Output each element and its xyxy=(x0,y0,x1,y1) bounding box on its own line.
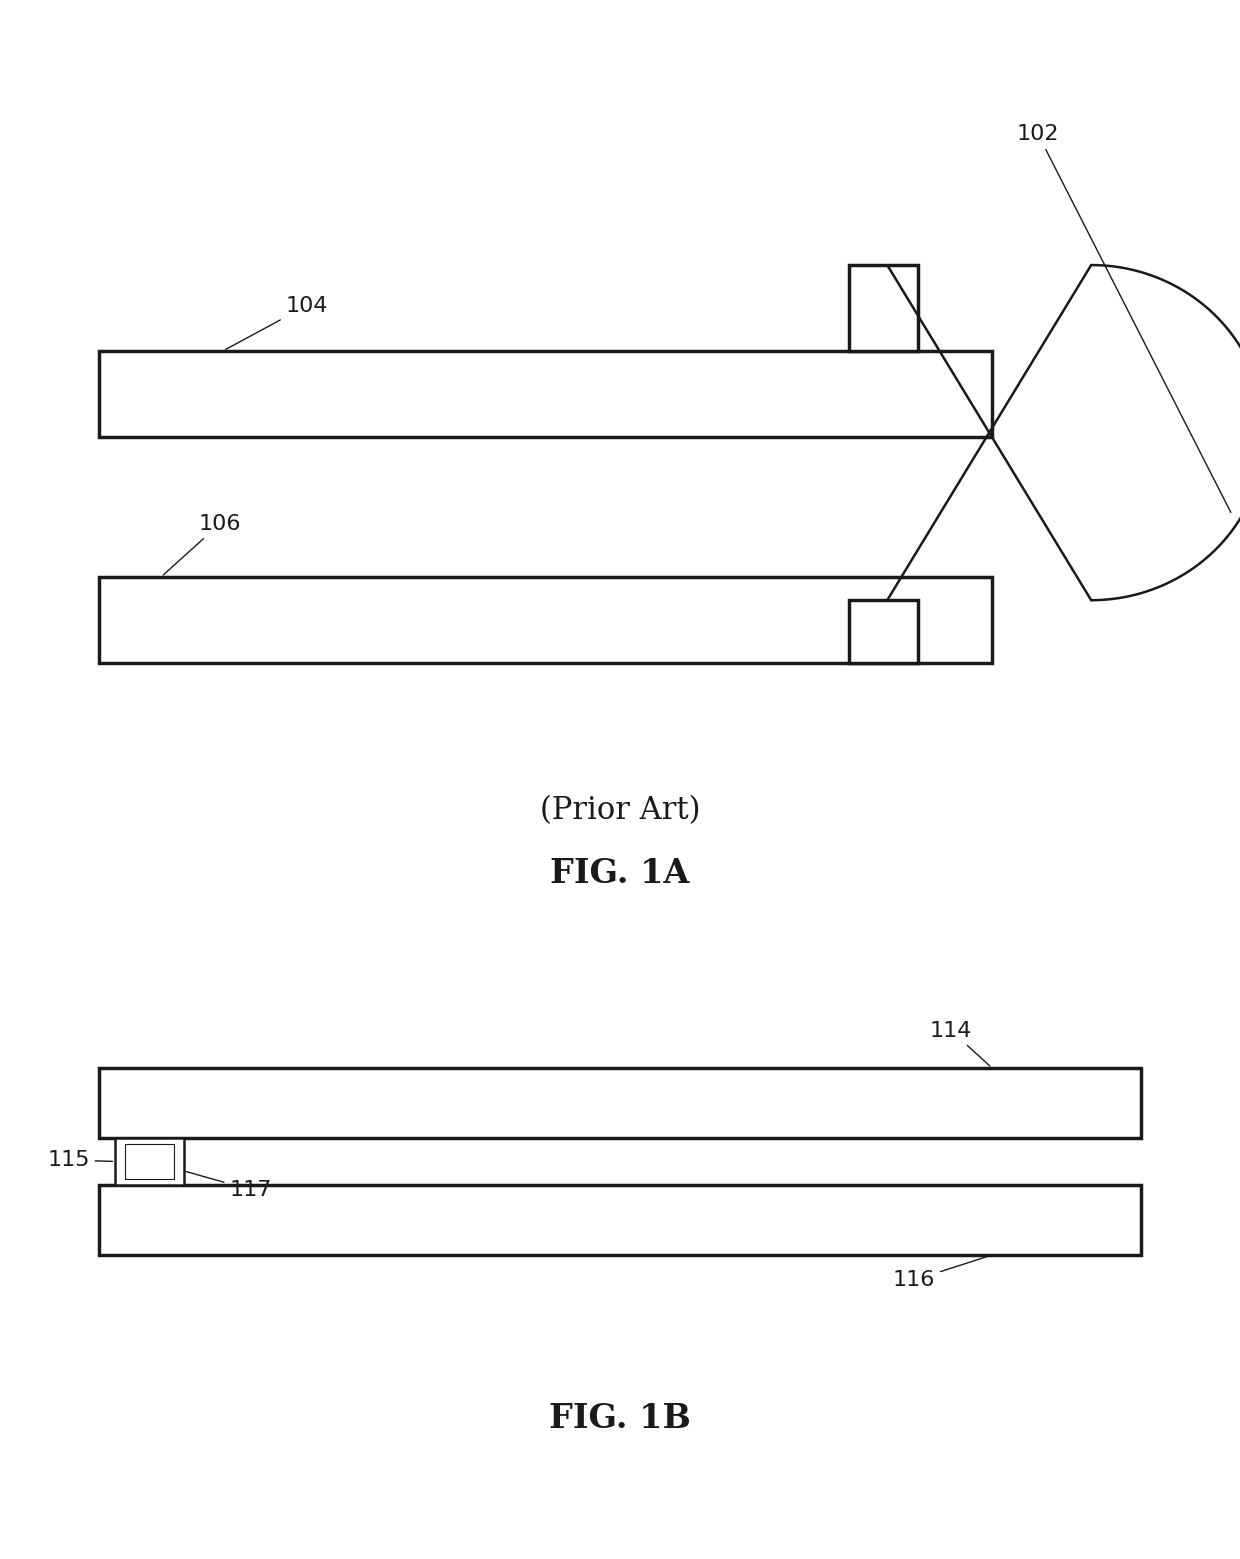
Text: 117: 117 xyxy=(186,1171,272,1200)
FancyBboxPatch shape xyxy=(125,1144,174,1179)
FancyBboxPatch shape xyxy=(99,1185,1141,1255)
FancyBboxPatch shape xyxy=(99,351,992,437)
Text: 106: 106 xyxy=(164,514,241,575)
Text: 104: 104 xyxy=(226,296,327,349)
Text: FIG. 1B: FIG. 1B xyxy=(549,1402,691,1436)
Text: 102: 102 xyxy=(1017,125,1231,513)
FancyBboxPatch shape xyxy=(99,577,992,663)
Text: 116: 116 xyxy=(893,1257,990,1291)
FancyBboxPatch shape xyxy=(115,1138,184,1185)
Text: FIG. 1A: FIG. 1A xyxy=(551,856,689,890)
Text: 115: 115 xyxy=(47,1151,113,1171)
FancyBboxPatch shape xyxy=(849,600,918,663)
Text: (Prior Art): (Prior Art) xyxy=(539,795,701,826)
FancyBboxPatch shape xyxy=(99,1068,1141,1138)
FancyBboxPatch shape xyxy=(849,265,918,351)
Text: 114: 114 xyxy=(930,1021,990,1066)
